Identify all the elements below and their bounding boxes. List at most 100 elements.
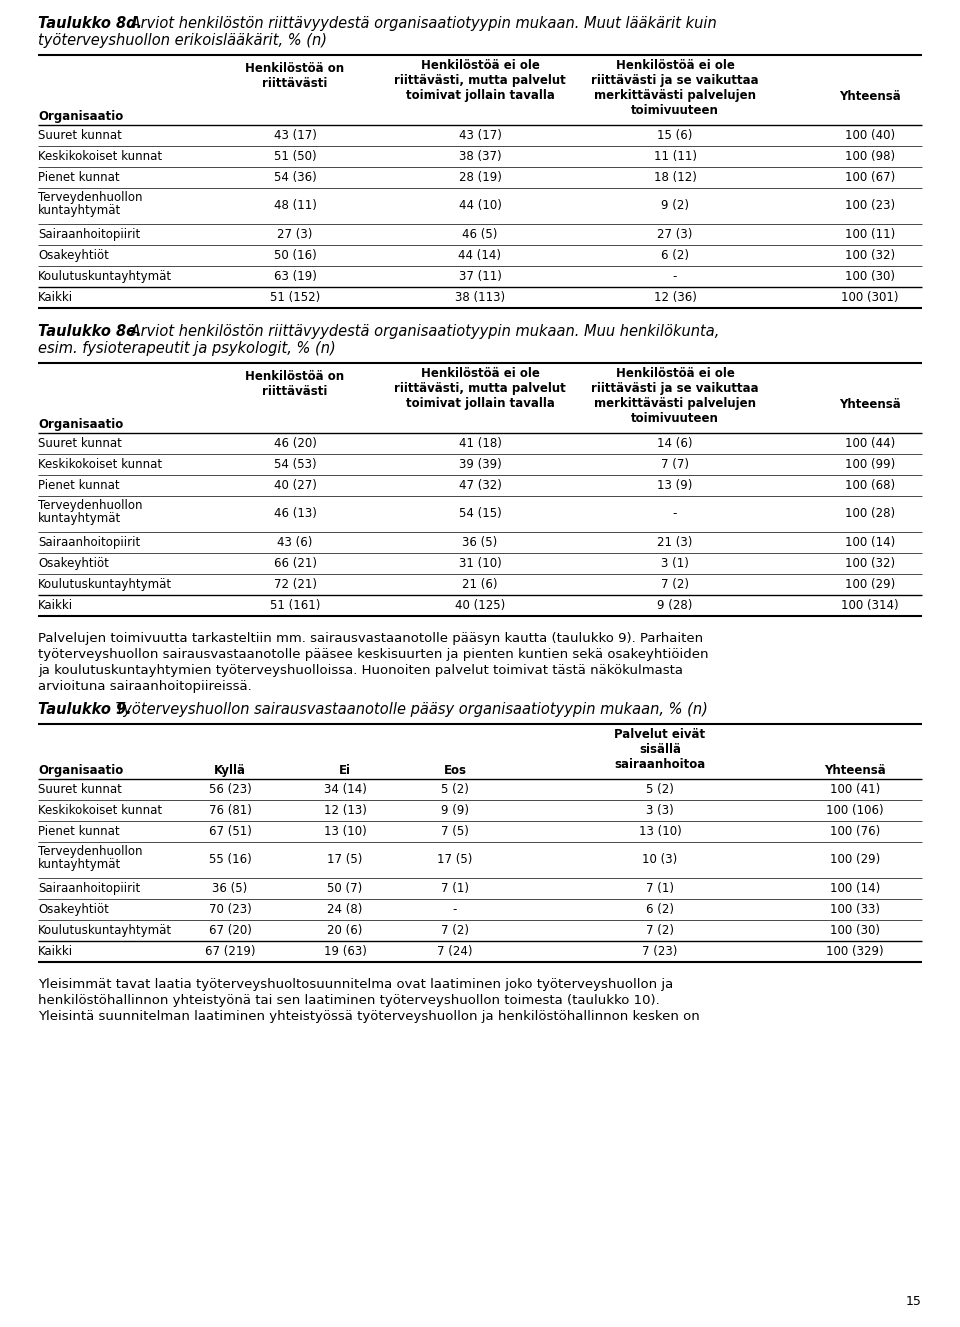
Text: Yhteensä: Yhteensä [824, 764, 886, 778]
Text: Osakeyhtiöt: Osakeyhtiöt [38, 902, 108, 916]
Text: Henkilöstöä on
riittävästi: Henkilöstöä on riittävästi [246, 62, 345, 90]
Text: 100 (30): 100 (30) [830, 924, 880, 937]
Text: 13 (9): 13 (9) [658, 479, 693, 492]
Text: työterveyshuollon sairausvastaanotolle pääsee keskisuurten ja pienten kuntien se: työterveyshuollon sairausvastaanotolle p… [38, 648, 708, 661]
Text: 17 (5): 17 (5) [438, 853, 472, 867]
Text: 27 (3): 27 (3) [277, 228, 313, 242]
Text: 38 (113): 38 (113) [455, 291, 505, 304]
Text: 100 (301): 100 (301) [841, 291, 899, 304]
Text: 55 (16): 55 (16) [208, 853, 252, 867]
Text: 51 (161): 51 (161) [270, 598, 321, 612]
Text: Osakeyhtiöt: Osakeyhtiöt [38, 249, 108, 261]
Text: Eos: Eos [444, 764, 467, 778]
Text: 36 (5): 36 (5) [463, 536, 497, 549]
Text: Terveydenhuollon: Terveydenhuollon [38, 845, 142, 859]
Text: 100 (14): 100 (14) [829, 882, 880, 894]
Text: Palvelujen toimivuutta tarkasteltiin mm. sairausvastaanotolle pääsyn kautta (tau: Palvelujen toimivuutta tarkasteltiin mm.… [38, 632, 703, 645]
Text: Terveydenhuollon: Terveydenhuollon [38, 191, 142, 204]
Text: Yhteensä: Yhteensä [839, 90, 900, 104]
Text: Organisaatio: Organisaatio [38, 764, 123, 778]
Text: 7 (2): 7 (2) [646, 924, 674, 937]
Text: 15 (6): 15 (6) [658, 129, 693, 142]
Text: Pienet kunnat: Pienet kunnat [38, 171, 120, 184]
Text: 24 (8): 24 (8) [327, 902, 363, 916]
Text: 18 (12): 18 (12) [654, 171, 696, 184]
Text: 67 (20): 67 (20) [208, 924, 252, 937]
Text: 66 (21): 66 (21) [274, 557, 317, 571]
Text: 100 (99): 100 (99) [845, 458, 895, 471]
Text: Palvelut eivät
sisällä
sairaanhoitoa: Palvelut eivät sisällä sairaanhoitoa [614, 729, 706, 771]
Text: 3 (1): 3 (1) [661, 557, 689, 571]
Text: 54 (36): 54 (36) [274, 171, 317, 184]
Text: Keskikokoiset kunnat: Keskikokoiset kunnat [38, 804, 162, 817]
Text: 12 (36): 12 (36) [654, 291, 696, 304]
Text: 100 (30): 100 (30) [845, 269, 895, 283]
Text: Sairaanhoitopiirit: Sairaanhoitopiirit [38, 536, 140, 549]
Text: 100 (98): 100 (98) [845, 150, 895, 163]
Text: 40 (125): 40 (125) [455, 598, 505, 612]
Text: 40 (27): 40 (27) [274, 479, 317, 492]
Text: ja koulutuskuntayhtymien työterveyshuolloissa. Huonoiten palvelut toimivat tästä: ja koulutuskuntayhtymien työterveyshuoll… [38, 664, 683, 677]
Text: 100 (44): 100 (44) [845, 437, 895, 450]
Text: Koulutuskuntayhtymät: Koulutuskuntayhtymät [38, 579, 172, 591]
Text: Arviot henkilöstön riittävyydestä organisaatiotyypin mukaan. Muu henkilökunta,: Arviot henkilöstön riittävyydestä organi… [126, 324, 719, 338]
Text: 9 (28): 9 (28) [658, 598, 693, 612]
Text: Henkilöstöä ei ole
riittävästi ja se vaikuttaa
merkittävästi palvelujen
toimivuu: Henkilöstöä ei ole riittävästi ja se vai… [591, 58, 758, 117]
Text: kuntayhtymät: kuntayhtymät [38, 512, 121, 525]
Text: 7 (2): 7 (2) [661, 579, 689, 591]
Text: 50 (7): 50 (7) [327, 882, 363, 894]
Text: 47 (32): 47 (32) [459, 479, 501, 492]
Text: 44 (10): 44 (10) [459, 199, 501, 212]
Text: 100 (40): 100 (40) [845, 129, 895, 142]
Text: 100 (329): 100 (329) [827, 945, 884, 958]
Text: 50 (16): 50 (16) [274, 249, 317, 261]
Text: 100 (33): 100 (33) [830, 902, 880, 916]
Text: 100 (76): 100 (76) [829, 825, 880, 837]
Text: Pienet kunnat: Pienet kunnat [38, 479, 120, 492]
Text: 100 (41): 100 (41) [829, 783, 880, 796]
Text: 100 (29): 100 (29) [829, 853, 880, 867]
Text: 70 (23): 70 (23) [208, 902, 252, 916]
Text: 48 (11): 48 (11) [274, 199, 317, 212]
Text: henkilöstöhallinnon yhteistyönä tai sen laatiminen työterveyshuollon toimesta (t: henkilöstöhallinnon yhteistyönä tai sen … [38, 994, 660, 1007]
Text: Keskikokoiset kunnat: Keskikokoiset kunnat [38, 458, 162, 471]
Text: 7 (1): 7 (1) [646, 882, 674, 894]
Text: Taulukko 9.: Taulukko 9. [38, 702, 132, 717]
Text: 11 (11): 11 (11) [654, 150, 697, 163]
Text: Henkilöstöä on
riittävästi: Henkilöstöä on riittävästi [246, 370, 345, 398]
Text: 100 (11): 100 (11) [845, 228, 895, 242]
Text: 7 (1): 7 (1) [441, 882, 469, 894]
Text: Kaikki: Kaikki [38, 598, 73, 612]
Text: Taulukko 8d.: Taulukko 8d. [38, 16, 142, 31]
Text: 38 (37): 38 (37) [459, 150, 501, 163]
Text: Ei: Ei [339, 764, 351, 778]
Text: 28 (19): 28 (19) [459, 171, 501, 184]
Text: 21 (3): 21 (3) [658, 536, 693, 549]
Text: -: - [673, 507, 677, 520]
Text: työterveyshuollon erikoislääkärit, % (n): työterveyshuollon erikoislääkärit, % (n) [38, 33, 327, 48]
Text: 100 (32): 100 (32) [845, 249, 895, 261]
Text: Sairaanhoitopiirit: Sairaanhoitopiirit [38, 228, 140, 242]
Text: 100 (67): 100 (67) [845, 171, 895, 184]
Text: 19 (63): 19 (63) [324, 945, 367, 958]
Text: Koulutuskuntayhtymät: Koulutuskuntayhtymät [38, 269, 172, 283]
Text: Kaikki: Kaikki [38, 291, 73, 304]
Text: 27 (3): 27 (3) [658, 228, 693, 242]
Text: esim. fysioterapeutit ja psykologit, % (n): esim. fysioterapeutit ja psykologit, % (… [38, 341, 336, 356]
Text: 7 (24): 7 (24) [437, 945, 472, 958]
Text: 39 (39): 39 (39) [459, 458, 501, 471]
Text: Taulukko 8e.: Taulukko 8e. [38, 324, 141, 338]
Text: Terveydenhuollon: Terveydenhuollon [38, 499, 142, 512]
Text: 54 (15): 54 (15) [459, 507, 501, 520]
Text: Henkilöstöä ei ole
riittävästi ja se vaikuttaa
merkittävästi palvelujen
toimivuu: Henkilöstöä ei ole riittävästi ja se vai… [591, 368, 758, 425]
Text: 44 (14): 44 (14) [459, 249, 501, 261]
Text: 31 (10): 31 (10) [459, 557, 501, 571]
Text: Koulutuskuntayhtymät: Koulutuskuntayhtymät [38, 924, 172, 937]
Text: 6 (2): 6 (2) [661, 249, 689, 261]
Text: 67 (219): 67 (219) [204, 945, 255, 958]
Text: 20 (6): 20 (6) [327, 924, 363, 937]
Text: Kyllä: Kyllä [214, 764, 246, 778]
Text: Pienet kunnat: Pienet kunnat [38, 825, 120, 837]
Text: arvioituna sairaanhoitopiireissä.: arvioituna sairaanhoitopiireissä. [38, 679, 252, 693]
Text: 100 (29): 100 (29) [845, 579, 895, 591]
